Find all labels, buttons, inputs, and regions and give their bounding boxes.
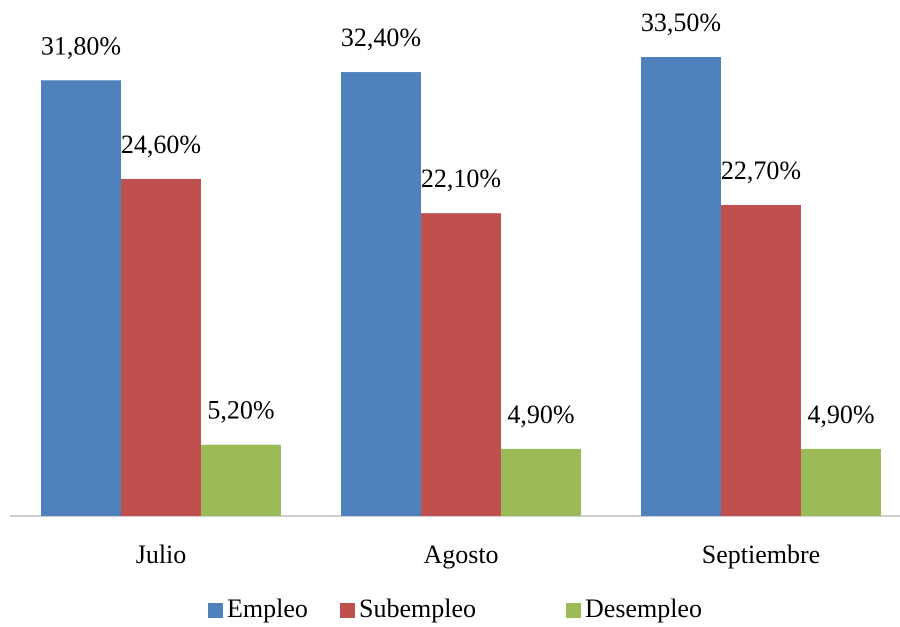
x-tick-label: Agosto xyxy=(423,540,498,569)
data-label: 4,90% xyxy=(807,400,874,429)
data-label: 4,90% xyxy=(507,400,574,429)
data-label: 22,70% xyxy=(721,156,801,185)
x-tick-label: Julio xyxy=(136,540,187,569)
x-tick-label: Septiembre xyxy=(702,540,820,569)
data-label: 32,40% xyxy=(341,23,421,52)
bar xyxy=(121,178,201,516)
bar xyxy=(801,448,881,516)
legend-swatch xyxy=(566,603,581,618)
bar xyxy=(501,448,581,516)
bar xyxy=(421,213,501,516)
data-label: 33,50% xyxy=(641,8,721,37)
bar xyxy=(641,57,721,516)
bar xyxy=(721,204,801,516)
data-label: 22,10% xyxy=(421,164,501,193)
bar xyxy=(41,80,121,516)
data-label: 5,20% xyxy=(207,396,274,425)
data-label: 24,60% xyxy=(121,130,201,159)
legend-swatch xyxy=(340,603,355,618)
data-label: 31,80% xyxy=(41,31,121,60)
bar xyxy=(201,444,281,516)
legend-label: Desempleo xyxy=(585,594,702,623)
legend-label: Empleo xyxy=(227,594,308,623)
legend-swatch xyxy=(208,603,223,618)
legend-label: Subempleo xyxy=(359,594,476,623)
bar xyxy=(341,72,421,516)
